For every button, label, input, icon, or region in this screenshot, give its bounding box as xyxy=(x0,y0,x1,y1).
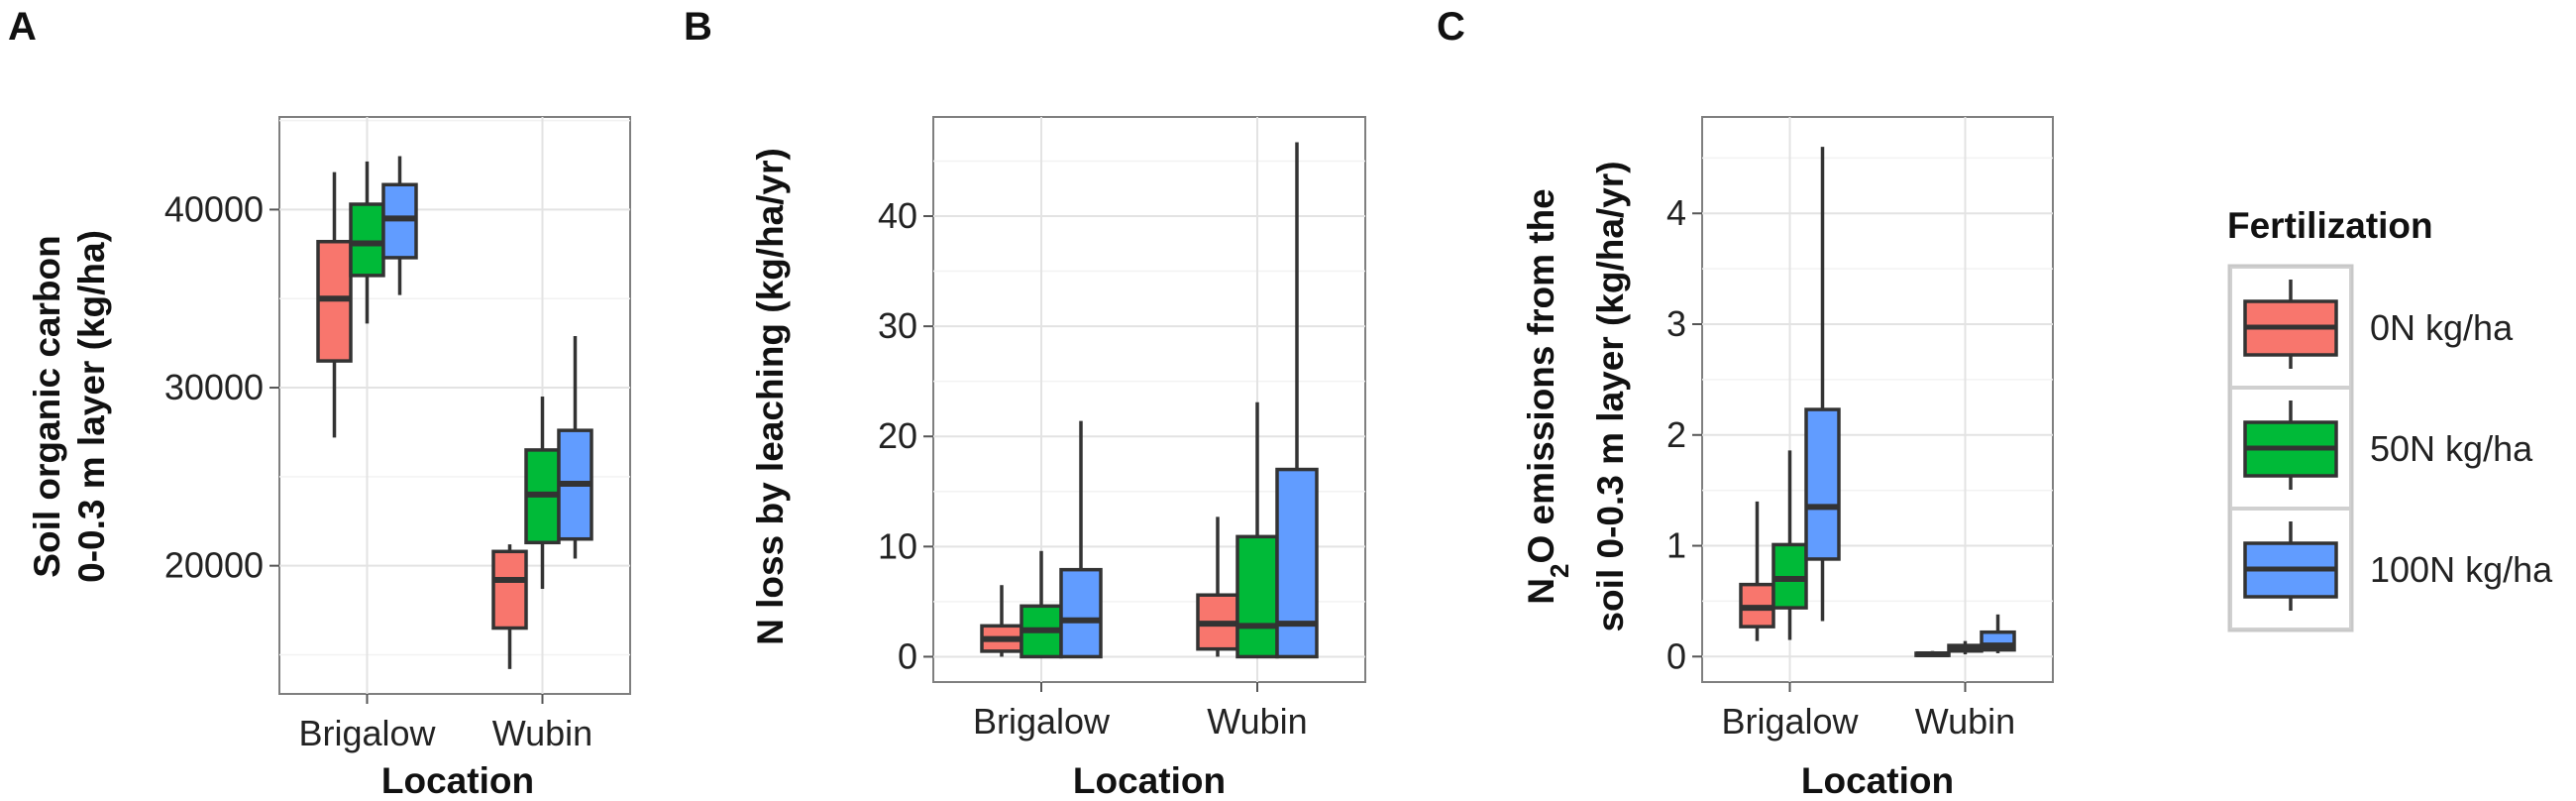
box-100n-brigalow xyxy=(1059,420,1103,659)
box-body xyxy=(1804,407,1841,561)
box-100n-brigalow xyxy=(1804,147,1841,622)
y-tick-label: 40 xyxy=(878,195,917,236)
box-0n-wubin xyxy=(1914,650,1951,658)
panel-c: C 0 1 2 3 4 Brigalow Wubin Location N2O emiss… xyxy=(1437,5,2054,801)
panel-c-y-axis: 0 1 2 3 4 xyxy=(1666,192,1702,676)
panel-b-x-title: Location xyxy=(1073,760,1226,801)
panel-a-y-title-line2: 0-0.3 m layer (kg/ha) xyxy=(71,230,112,583)
legend-items: 0N kg/ha 50N kg/ha 100N kg/ha xyxy=(2227,264,2553,632)
y-tick-label: 30 xyxy=(878,305,917,346)
y-tick-label: 4 xyxy=(1666,192,1686,233)
box-100n-wubin xyxy=(1275,142,1319,659)
panel-a-letter: A xyxy=(8,5,37,49)
x-tick-label-wubin: Wubin xyxy=(1915,701,2015,742)
panel-b-y-title: N loss by leaching (kg/ha/yr) xyxy=(750,148,791,645)
box-body xyxy=(349,202,385,278)
legend-item-50n: 50N kg/ha xyxy=(2230,388,2533,509)
x-tick-label-wubin: Wubin xyxy=(1207,701,1307,742)
box-0n-brigalow xyxy=(316,172,353,438)
box-100n-wubin xyxy=(557,335,593,559)
panel-b-boxes xyxy=(980,142,1319,659)
panel-c-boxes xyxy=(1739,147,2016,658)
legend: Fertilization 0N kg/ha 50N kg/ha 100N kg/h… xyxy=(2227,205,2553,632)
y-tick-label: 40000 xyxy=(164,188,264,229)
panel-b-x-axis: Brigalow Wubin xyxy=(973,682,1308,742)
panel-a-x-title: Location xyxy=(381,760,534,801)
panel-a-x-axis: Brigalow Wubin xyxy=(298,694,592,753)
panel-c-x-title: Location xyxy=(1801,760,1954,801)
panel-a: A 20000 30000 40000 Brigalow Wubin Location… xyxy=(8,5,631,801)
x-tick-label-brigalow: Brigalow xyxy=(298,713,436,753)
panel-c-x-axis: Brigalow Wubin xyxy=(1721,682,2015,742)
box-body xyxy=(1275,467,1319,659)
panel-c-y-title-line1: N2O emissions from the xyxy=(1521,188,1574,605)
box-body xyxy=(1235,534,1279,659)
y-tick-label: 0 xyxy=(1666,635,1686,676)
panel-b-letter: B xyxy=(684,5,712,49)
legend-item-100n: 100N kg/ha xyxy=(2230,509,2553,629)
box-0n-wubin xyxy=(491,544,528,669)
box-100n-wubin xyxy=(1980,614,2016,653)
panel-c-letter: C xyxy=(1437,5,1465,49)
legend-title: Fertilization xyxy=(2227,205,2433,246)
y-tick-label: 20000 xyxy=(164,545,264,586)
panel-a-y-axis: 20000 30000 40000 xyxy=(164,188,279,586)
panel-c-grid xyxy=(1702,117,2053,682)
panel-a-plot-area xyxy=(278,116,631,695)
legend-label: 0N kg/ha xyxy=(2370,307,2514,348)
legend-label: 100N kg/ha xyxy=(2370,549,2553,590)
panel-b-y-axis: 0 10 20 30 40 xyxy=(878,195,933,676)
box-50n-brigalow xyxy=(1771,450,1808,640)
box-50n-wubin xyxy=(1235,401,1279,659)
box-100n-brigalow xyxy=(381,156,418,295)
panel-c-y-title-line2: soil 0-0.3 m layer (kg/ha/yr) xyxy=(1590,161,1631,631)
panel-a-y-title-line1: Soil organic carbon xyxy=(27,235,67,577)
box-0n-brigalow xyxy=(980,585,1023,657)
box-body xyxy=(1059,567,1103,659)
panel-b: B 0 10 20 30 40 Brigalow Wubin Location N los… xyxy=(684,5,1366,801)
y-tick-label: 3 xyxy=(1666,303,1686,344)
panel-a-boxes xyxy=(316,156,593,669)
y-tick-label: 10 xyxy=(878,525,917,566)
legend-label: 50N kg/ha xyxy=(2370,428,2533,469)
y-tick-label: 30000 xyxy=(164,367,264,407)
y-tick-label: 1 xyxy=(1666,525,1686,566)
y-tick-label: 2 xyxy=(1666,414,1686,455)
y-tick-label: 20 xyxy=(878,415,917,456)
x-tick-label-brigalow: Brigalow xyxy=(973,701,1111,742)
x-tick-label-brigalow: Brigalow xyxy=(1721,701,1859,742)
box-body xyxy=(491,549,528,630)
box-50n-brigalow xyxy=(349,161,385,324)
y-tick-label: 0 xyxy=(898,635,917,676)
box-0n-brigalow xyxy=(1739,501,1775,641)
legend-item-0n: 0N kg/ha xyxy=(2230,267,2514,388)
x-tick-label-wubin: Wubin xyxy=(492,713,592,753)
box-0n-wubin xyxy=(1196,516,1239,657)
